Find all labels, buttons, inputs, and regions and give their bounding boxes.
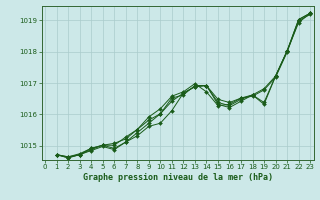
X-axis label: Graphe pression niveau de la mer (hPa): Graphe pression niveau de la mer (hPa) [83, 173, 273, 182]
